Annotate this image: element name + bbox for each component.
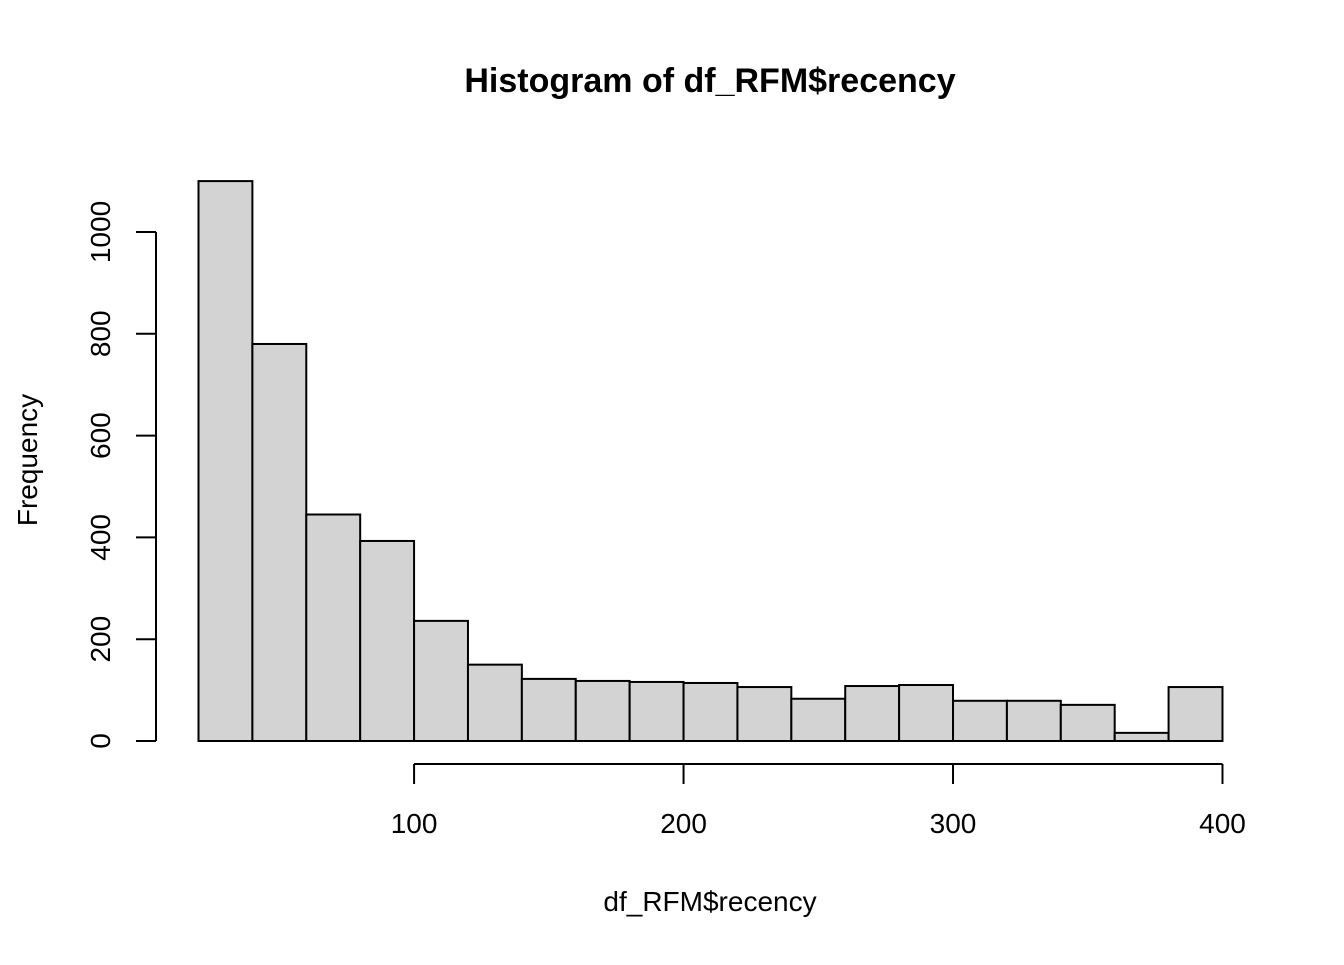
y-axis-label: Frequency xyxy=(12,394,43,526)
chart-title: Histogram of df_RFM$recency xyxy=(464,62,955,100)
histogram-bar xyxy=(197,180,254,743)
histogram-bar xyxy=(466,663,523,743)
histogram-bar xyxy=(790,697,847,742)
x-tick-label: 100 xyxy=(391,808,438,839)
histogram-bars xyxy=(197,180,1224,743)
histogram-bar xyxy=(1059,703,1116,742)
y-axis: 0 200 400 600 800 1000 xyxy=(85,201,157,749)
histogram-bar xyxy=(898,684,955,743)
histogram-bar xyxy=(520,677,577,743)
y-tick-label: 1000 xyxy=(85,201,116,263)
x-tick-label: 200 xyxy=(660,808,707,839)
x-axis: 100 200 300 400 xyxy=(391,763,1246,839)
y-tick-label: 200 xyxy=(85,616,116,663)
histogram-bar xyxy=(844,685,901,743)
histogram-bar xyxy=(251,342,308,742)
histogram-bar xyxy=(1005,699,1062,742)
y-tick-label: 400 xyxy=(85,514,116,561)
histogram-bar xyxy=(628,680,685,743)
x-tick-label: 400 xyxy=(1199,808,1246,839)
histogram-bar xyxy=(574,679,631,743)
y-tick-label: 800 xyxy=(85,310,116,357)
y-tick-label: 600 xyxy=(85,412,116,459)
histogram-bar xyxy=(736,686,793,742)
histogram-bar xyxy=(952,699,1008,742)
histogram-bar xyxy=(305,513,362,742)
histogram-bar xyxy=(359,539,416,743)
x-tick-label: 300 xyxy=(930,808,977,839)
y-tick-label: 0 xyxy=(85,733,116,749)
x-axis-label: df_RFM$recency xyxy=(603,886,816,917)
histogram-bar xyxy=(1113,731,1170,742)
histogram-bar xyxy=(413,619,469,743)
histogram-bar xyxy=(1167,686,1224,742)
histogram-bar xyxy=(682,681,739,742)
